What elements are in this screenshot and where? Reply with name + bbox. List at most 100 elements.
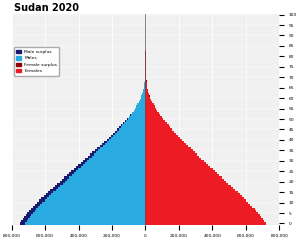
Bar bbox=[34, 210, 146, 212]
Bar bbox=[41, 197, 47, 200]
Bar bbox=[146, 87, 147, 89]
Bar bbox=[146, 131, 174, 133]
Bar bbox=[69, 172, 74, 174]
Bar bbox=[146, 116, 162, 118]
Bar bbox=[146, 181, 226, 183]
Bar bbox=[92, 151, 96, 154]
Bar bbox=[146, 208, 254, 210]
Bar bbox=[109, 137, 111, 139]
Bar bbox=[146, 147, 190, 149]
Bar bbox=[129, 116, 146, 118]
Bar bbox=[62, 179, 67, 181]
Bar bbox=[145, 72, 146, 74]
Bar bbox=[146, 82, 147, 85]
Bar bbox=[146, 110, 157, 112]
Bar bbox=[146, 212, 258, 214]
Bar bbox=[72, 174, 146, 176]
Bar bbox=[28, 218, 146, 220]
Bar bbox=[126, 120, 146, 122]
Bar bbox=[50, 189, 56, 191]
Bar bbox=[48, 191, 53, 193]
Bar bbox=[85, 158, 89, 160]
Bar bbox=[144, 82, 145, 85]
Bar bbox=[53, 191, 146, 193]
Bar bbox=[27, 220, 146, 222]
Legend: Male surplus, Males, Female surplus, Females: Male surplus, Males, Female surplus, Fem… bbox=[14, 47, 59, 75]
Bar bbox=[104, 141, 107, 143]
Bar bbox=[137, 103, 146, 106]
Bar bbox=[130, 114, 131, 116]
Bar bbox=[144, 87, 146, 89]
Bar bbox=[31, 214, 146, 216]
Bar bbox=[45, 200, 145, 201]
Bar bbox=[146, 128, 172, 131]
Bar bbox=[146, 133, 176, 135]
Bar bbox=[89, 158, 146, 160]
Bar bbox=[78, 164, 83, 166]
Bar bbox=[146, 197, 244, 200]
Bar bbox=[92, 156, 146, 158]
Bar bbox=[26, 222, 146, 225]
Bar bbox=[27, 212, 33, 214]
Bar bbox=[83, 160, 87, 162]
Bar bbox=[146, 95, 149, 97]
Bar bbox=[145, 78, 146, 80]
Bar bbox=[136, 106, 146, 107]
Bar bbox=[146, 185, 231, 187]
Bar bbox=[58, 187, 146, 189]
Bar bbox=[146, 106, 155, 107]
Bar bbox=[43, 201, 146, 204]
Bar bbox=[85, 162, 146, 164]
Bar bbox=[146, 145, 188, 147]
Bar bbox=[146, 149, 193, 151]
Bar bbox=[78, 168, 146, 170]
Bar bbox=[121, 126, 146, 128]
Bar bbox=[74, 168, 78, 170]
Bar bbox=[146, 222, 266, 225]
Bar bbox=[97, 147, 100, 149]
Bar bbox=[124, 122, 146, 124]
Bar bbox=[132, 112, 146, 114]
Bar bbox=[105, 143, 146, 145]
Bar bbox=[64, 176, 69, 179]
Bar bbox=[76, 170, 146, 172]
Bar bbox=[141, 97, 146, 99]
Bar bbox=[46, 193, 51, 195]
Bar bbox=[88, 156, 92, 158]
Bar bbox=[146, 151, 195, 154]
Text: Sudan 2020: Sudan 2020 bbox=[14, 3, 80, 13]
Bar bbox=[26, 214, 31, 216]
Bar bbox=[146, 191, 238, 193]
Bar bbox=[146, 97, 150, 99]
Bar bbox=[146, 200, 246, 201]
Bar bbox=[146, 201, 248, 204]
Bar bbox=[103, 145, 146, 147]
Bar bbox=[146, 112, 159, 114]
Bar bbox=[128, 118, 146, 120]
Bar bbox=[123, 122, 124, 124]
Bar bbox=[146, 218, 263, 220]
Bar bbox=[51, 193, 146, 195]
Bar bbox=[81, 166, 146, 168]
Bar bbox=[146, 122, 167, 124]
Bar bbox=[111, 137, 146, 139]
Bar bbox=[140, 99, 146, 101]
Bar bbox=[146, 179, 224, 181]
Bar bbox=[146, 103, 154, 106]
Bar bbox=[146, 101, 152, 103]
Bar bbox=[146, 139, 182, 141]
Bar bbox=[146, 183, 228, 185]
Bar bbox=[146, 166, 210, 168]
Bar bbox=[146, 91, 148, 93]
Bar bbox=[100, 145, 103, 147]
Bar bbox=[37, 208, 146, 210]
Bar bbox=[21, 220, 27, 222]
Bar bbox=[146, 120, 165, 122]
Bar bbox=[98, 149, 146, 151]
Bar bbox=[125, 120, 126, 122]
Bar bbox=[69, 176, 146, 179]
Bar bbox=[146, 135, 178, 137]
Bar bbox=[143, 91, 145, 93]
Bar bbox=[102, 143, 105, 145]
Bar bbox=[146, 210, 256, 212]
